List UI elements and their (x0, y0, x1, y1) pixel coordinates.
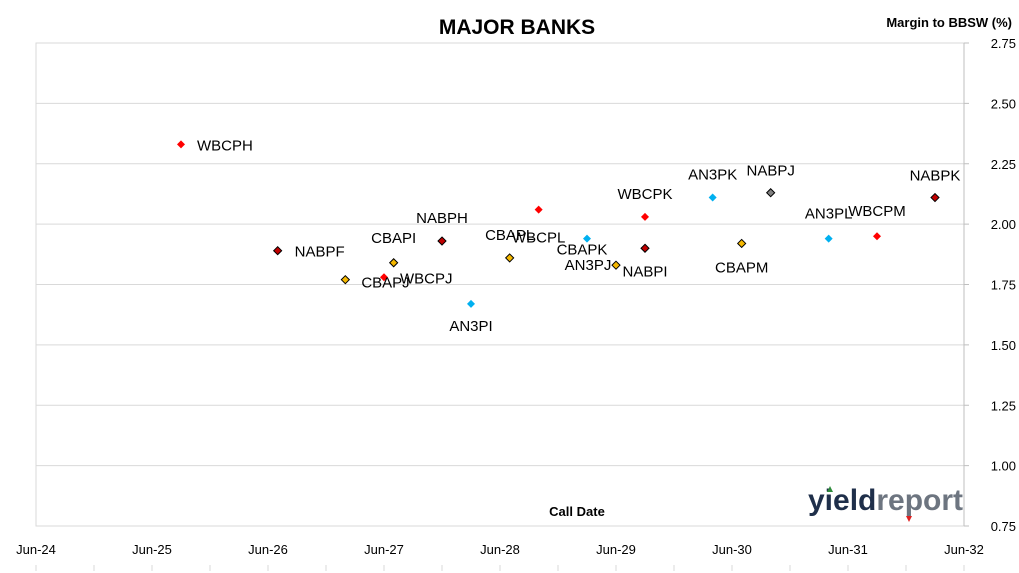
point-label-nabpj: NABPJ (746, 163, 794, 180)
x-tick-label: Jun-27 (364, 542, 404, 557)
yieldreport-logo: yieldreport (808, 484, 963, 522)
x-tick-label: Jun-24 (16, 542, 56, 557)
y-tick-label: 2.75 (991, 36, 1016, 51)
data-point-cbapk (583, 234, 591, 243)
y-axis-ticks: 0.75 1.00 1.25 1.50 1.75 2.00 2.25 2.50 2.75 (991, 36, 1016, 534)
y-axis-title: Margin to BBSW (%) (886, 15, 1012, 30)
data-point-nabph (437, 236, 447, 246)
logo-up-arrow-icon (827, 486, 833, 492)
data-point-cbapl (504, 253, 515, 263)
x-axis-ticks: Jun-24 Jun-25 Jun-26 Jun-27 Jun-28 Jun-29 Jun-… (16, 542, 984, 571)
logo-text-yield: yield (808, 484, 876, 517)
data-point-nabpk (930, 192, 940, 203)
x-tick-label: Jun-29 (596, 542, 636, 557)
data-point-wbcpm (873, 232, 881, 241)
data-point-an3pj (611, 260, 621, 270)
point-label-cbapj: CBAPJ (361, 275, 409, 292)
y-tick-label: 1.00 (991, 459, 1016, 474)
svg-text:yieldreport: yieldreport (808, 484, 963, 517)
point-label-nabpf: NABPF (295, 244, 345, 261)
logo-down-arrow-icon (906, 516, 912, 522)
x-tick-label: Jun-32 (944, 542, 984, 557)
point-label-nabpi: NABPI (622, 263, 667, 280)
x-tick-label: Jun-26 (248, 542, 288, 557)
point-label-an3pi: AN3PI (449, 318, 492, 335)
point-label-cbapk: CBAPK (557, 242, 608, 259)
x-tick-label: Jun-25 (132, 542, 172, 557)
y-tick-label: 1.50 (991, 338, 1016, 353)
point-label-nabpk: NABPK (910, 168, 961, 185)
y-tick-label: 1.25 (991, 398, 1016, 413)
chart-title: MAJOR BANKS (439, 16, 595, 39)
data-point-nabpi (640, 243, 650, 253)
data-point-wbcpk (641, 212, 649, 221)
data-point-wbcpj (380, 273, 388, 282)
point-label-cbapm: CBAPM (715, 259, 768, 276)
y-tick-label: 2.00 (991, 217, 1016, 232)
data-point-wbcph (177, 140, 185, 149)
point-label-cbapl: CBAPL (485, 227, 534, 244)
point-label-wbcpk: WBCPK (617, 186, 672, 203)
data-point-nabpf (272, 245, 283, 256)
y-tick-label: 1.75 (991, 278, 1016, 293)
data-point-cbapi (388, 258, 399, 268)
x-tick-label: Jun-31 (828, 542, 868, 557)
data-point-an3pl (824, 234, 833, 243)
y-tick-label: 0.75 (991, 519, 1016, 534)
data-point-nabpj (765, 188, 776, 198)
point-label-wbcpl: WBCPL (512, 230, 565, 247)
y-tick-label: 2.25 (991, 157, 1016, 172)
point-label-wbcph: WBCPH (197, 137, 253, 154)
gridlines (36, 42, 969, 527)
data-point-an3pi (467, 299, 475, 308)
point-label-wbcpm: WBCPM (848, 203, 906, 220)
data-point-wbcpl (534, 205, 543, 214)
logo-text-report: report (876, 484, 963, 517)
point-label-an3pl: AN3PL (805, 206, 853, 223)
data-point-cbapm (736, 238, 747, 249)
point-label-wbcpj: WBCPJ (400, 270, 453, 287)
data-point-an3pk (708, 193, 717, 202)
data-point-cbapj (340, 274, 351, 285)
x-axis-title: Call Date (549, 504, 605, 519)
data-points (177, 140, 940, 308)
point-label-nabph: NABPH (416, 210, 468, 227)
x-tick-label: Jun-28 (480, 542, 520, 557)
point-label-an3pj: AN3PJ (565, 257, 612, 274)
x-tick-label: Jun-30 (712, 542, 752, 557)
y-tick-label: 2.50 (991, 96, 1016, 111)
point-label-cbapi: CBAPI (371, 230, 416, 247)
point-label-an3pk: AN3PK (688, 167, 737, 184)
